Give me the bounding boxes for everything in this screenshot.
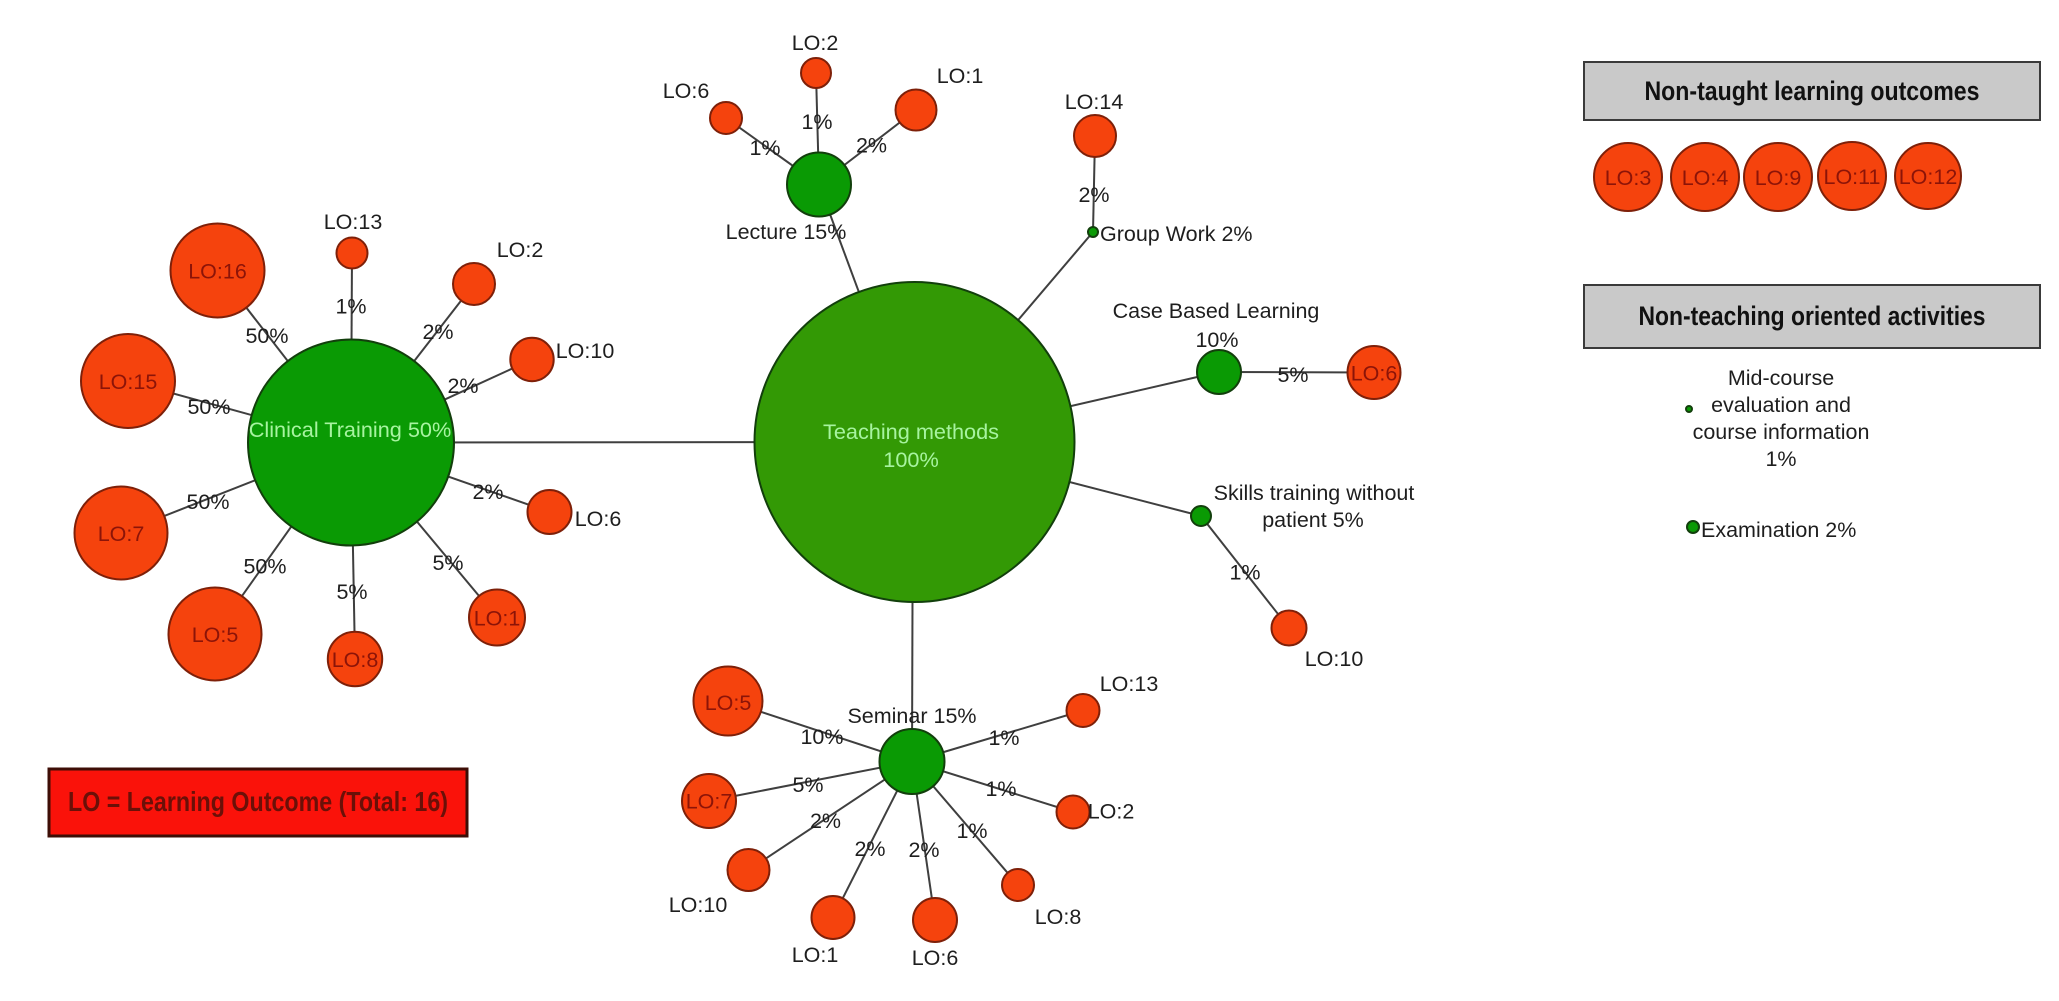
svg-text:LO:13: LO:13 — [324, 210, 383, 234]
svg-text:2%: 2% — [1078, 183, 1109, 207]
svg-text:1%: 1% — [1765, 447, 1796, 471]
svg-text:1%: 1% — [801, 110, 832, 134]
svg-text:LO:14: LO:14 — [1065, 90, 1124, 114]
svg-text:LO:2: LO:2 — [792, 31, 839, 55]
svg-text:Non-taught learning outcomes: Non-taught learning outcomes — [1645, 76, 1980, 106]
svg-text:5%: 5% — [336, 580, 367, 604]
svg-text:1%: 1% — [749, 136, 780, 160]
svg-text:5%: 5% — [792, 773, 823, 797]
svg-text:2%: 2% — [447, 374, 478, 398]
svg-text:LO:5: LO:5 — [705, 691, 752, 715]
svg-text:LO:5: LO:5 — [192, 623, 239, 647]
svg-text:Teaching methods: Teaching methods — [823, 419, 999, 444]
svg-text:patient 5%: patient 5% — [1262, 508, 1364, 532]
svg-text:1%: 1% — [988, 726, 1019, 750]
svg-text:course information: course information — [1693, 420, 1870, 444]
svg-text:2%: 2% — [472, 480, 503, 504]
svg-text:Examination 2%: Examination 2% — [1701, 518, 1856, 542]
svg-text:LO:12: LO:12 — [1899, 165, 1958, 189]
svg-text:LO:3: LO:3 — [1605, 166, 1652, 190]
svg-text:Seminar 15%: Seminar 15% — [847, 704, 976, 728]
svg-text:10%: 10% — [1195, 328, 1238, 352]
svg-text:LO:4: LO:4 — [1682, 166, 1729, 190]
svg-text:Group Work 2%: Group Work 2% — [1100, 222, 1253, 246]
svg-text:LO:13: LO:13 — [1100, 672, 1159, 696]
svg-text:LO:1: LO:1 — [792, 943, 839, 967]
svg-text:LO:15: LO:15 — [99, 370, 158, 394]
svg-text:LO:11: LO:11 — [1824, 165, 1881, 189]
svg-text:LO:6: LO:6 — [575, 507, 622, 531]
svg-text:50%: 50% — [187, 395, 230, 419]
svg-text:2%: 2% — [856, 134, 887, 158]
svg-text:LO:7: LO:7 — [98, 522, 145, 546]
svg-text:100%: 100% — [883, 447, 938, 472]
svg-text:2%: 2% — [810, 809, 841, 833]
svg-text:5%: 5% — [432, 551, 463, 575]
svg-text:Clinical Training 50%: Clinical Training 50% — [249, 417, 452, 442]
svg-text:2%: 2% — [422, 320, 453, 344]
svg-text:LO:6: LO:6 — [912, 946, 959, 970]
svg-text:1%: 1% — [335, 295, 366, 319]
svg-text:1%: 1% — [956, 819, 987, 843]
svg-text:10%: 10% — [800, 725, 843, 749]
svg-text:2%: 2% — [908, 838, 939, 862]
svg-text:evaluation and: evaluation and — [1711, 393, 1851, 417]
svg-text:50%: 50% — [243, 555, 286, 579]
svg-text:1%: 1% — [1229, 561, 1260, 585]
svg-text:LO:2: LO:2 — [497, 238, 544, 262]
svg-text:Lecture 15%: Lecture 15% — [726, 220, 847, 244]
svg-text:LO:2: LO:2 — [1088, 800, 1135, 824]
svg-text:LO:16: LO:16 — [188, 260, 247, 284]
svg-text:LO:8: LO:8 — [1035, 905, 1082, 929]
svg-text:Skills training without: Skills training without — [1214, 481, 1415, 505]
svg-text:LO:7: LO:7 — [686, 790, 733, 814]
svg-text:LO:6: LO:6 — [663, 79, 710, 103]
svg-text:LO:9: LO:9 — [1755, 166, 1802, 190]
svg-text:LO:10: LO:10 — [556, 339, 615, 363]
svg-text:LO:1: LO:1 — [474, 607, 521, 631]
svg-text:LO:8: LO:8 — [332, 648, 379, 672]
svg-text:Non-teaching oriented activiti: Non-teaching oriented activities — [1639, 301, 1986, 331]
svg-text:LO:10: LO:10 — [669, 893, 728, 917]
svg-text:2%: 2% — [854, 837, 885, 861]
svg-text:Case Based Learning: Case Based Learning — [1113, 299, 1320, 323]
svg-text:50%: 50% — [245, 324, 288, 348]
svg-text:50%: 50% — [186, 490, 229, 514]
svg-text:LO:6: LO:6 — [1351, 362, 1398, 386]
svg-text:5%: 5% — [1277, 363, 1308, 387]
svg-text:1%: 1% — [985, 777, 1016, 801]
svg-text:Mid-course: Mid-course — [1728, 366, 1834, 390]
svg-text:LO:1: LO:1 — [937, 64, 984, 88]
svg-text:LO:10: LO:10 — [1305, 647, 1364, 671]
svg-text:LO = Learning Outcome (Total:: LO = Learning Outcome (Total: 16) — [68, 786, 448, 817]
